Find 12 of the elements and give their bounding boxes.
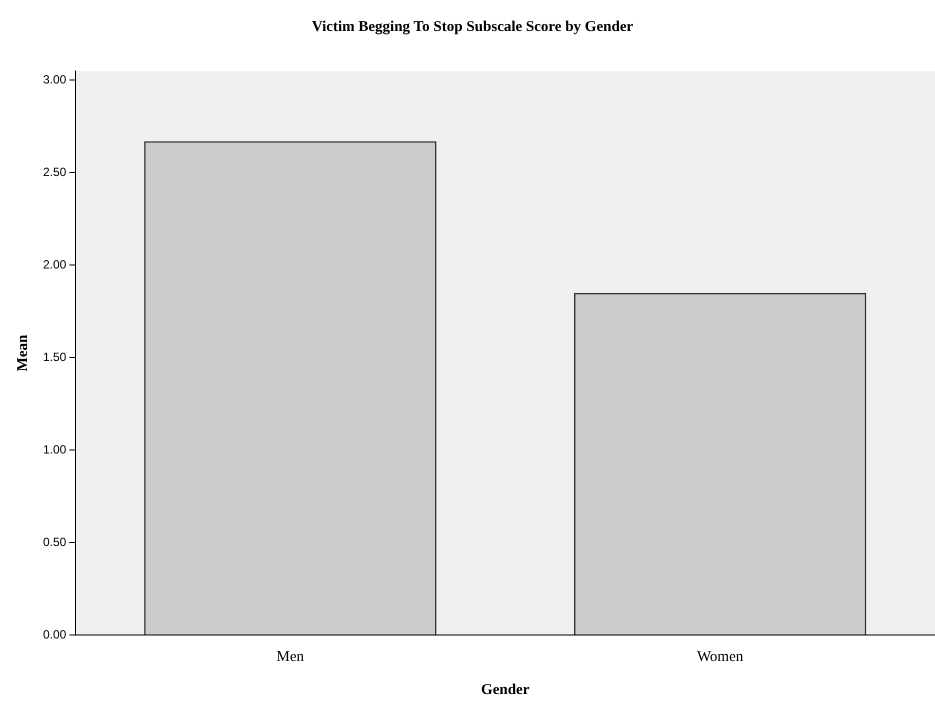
y-tick-label: 0.50 — [42, 534, 67, 549]
y-tick-label: 1.50 — [42, 350, 67, 364]
y-tick-label: 0.00 — [42, 627, 67, 642]
chart-title: Victim Begging To Stop Subscale Score by Gender — [312, 18, 634, 35]
x-tick-label: Women — [696, 648, 744, 665]
y-tick-label: 3.00 — [42, 72, 67, 87]
y-tick-label: 1.00 — [42, 442, 67, 456]
y-tick-label: 2.00 — [42, 257, 67, 272]
y-axis-title: Mean — [14, 334, 31, 372]
x-tick-label: Men — [276, 648, 305, 665]
x-axis-title: Gender — [481, 682, 530, 698]
y-tick-label: 2.50 — [42, 165, 67, 180]
